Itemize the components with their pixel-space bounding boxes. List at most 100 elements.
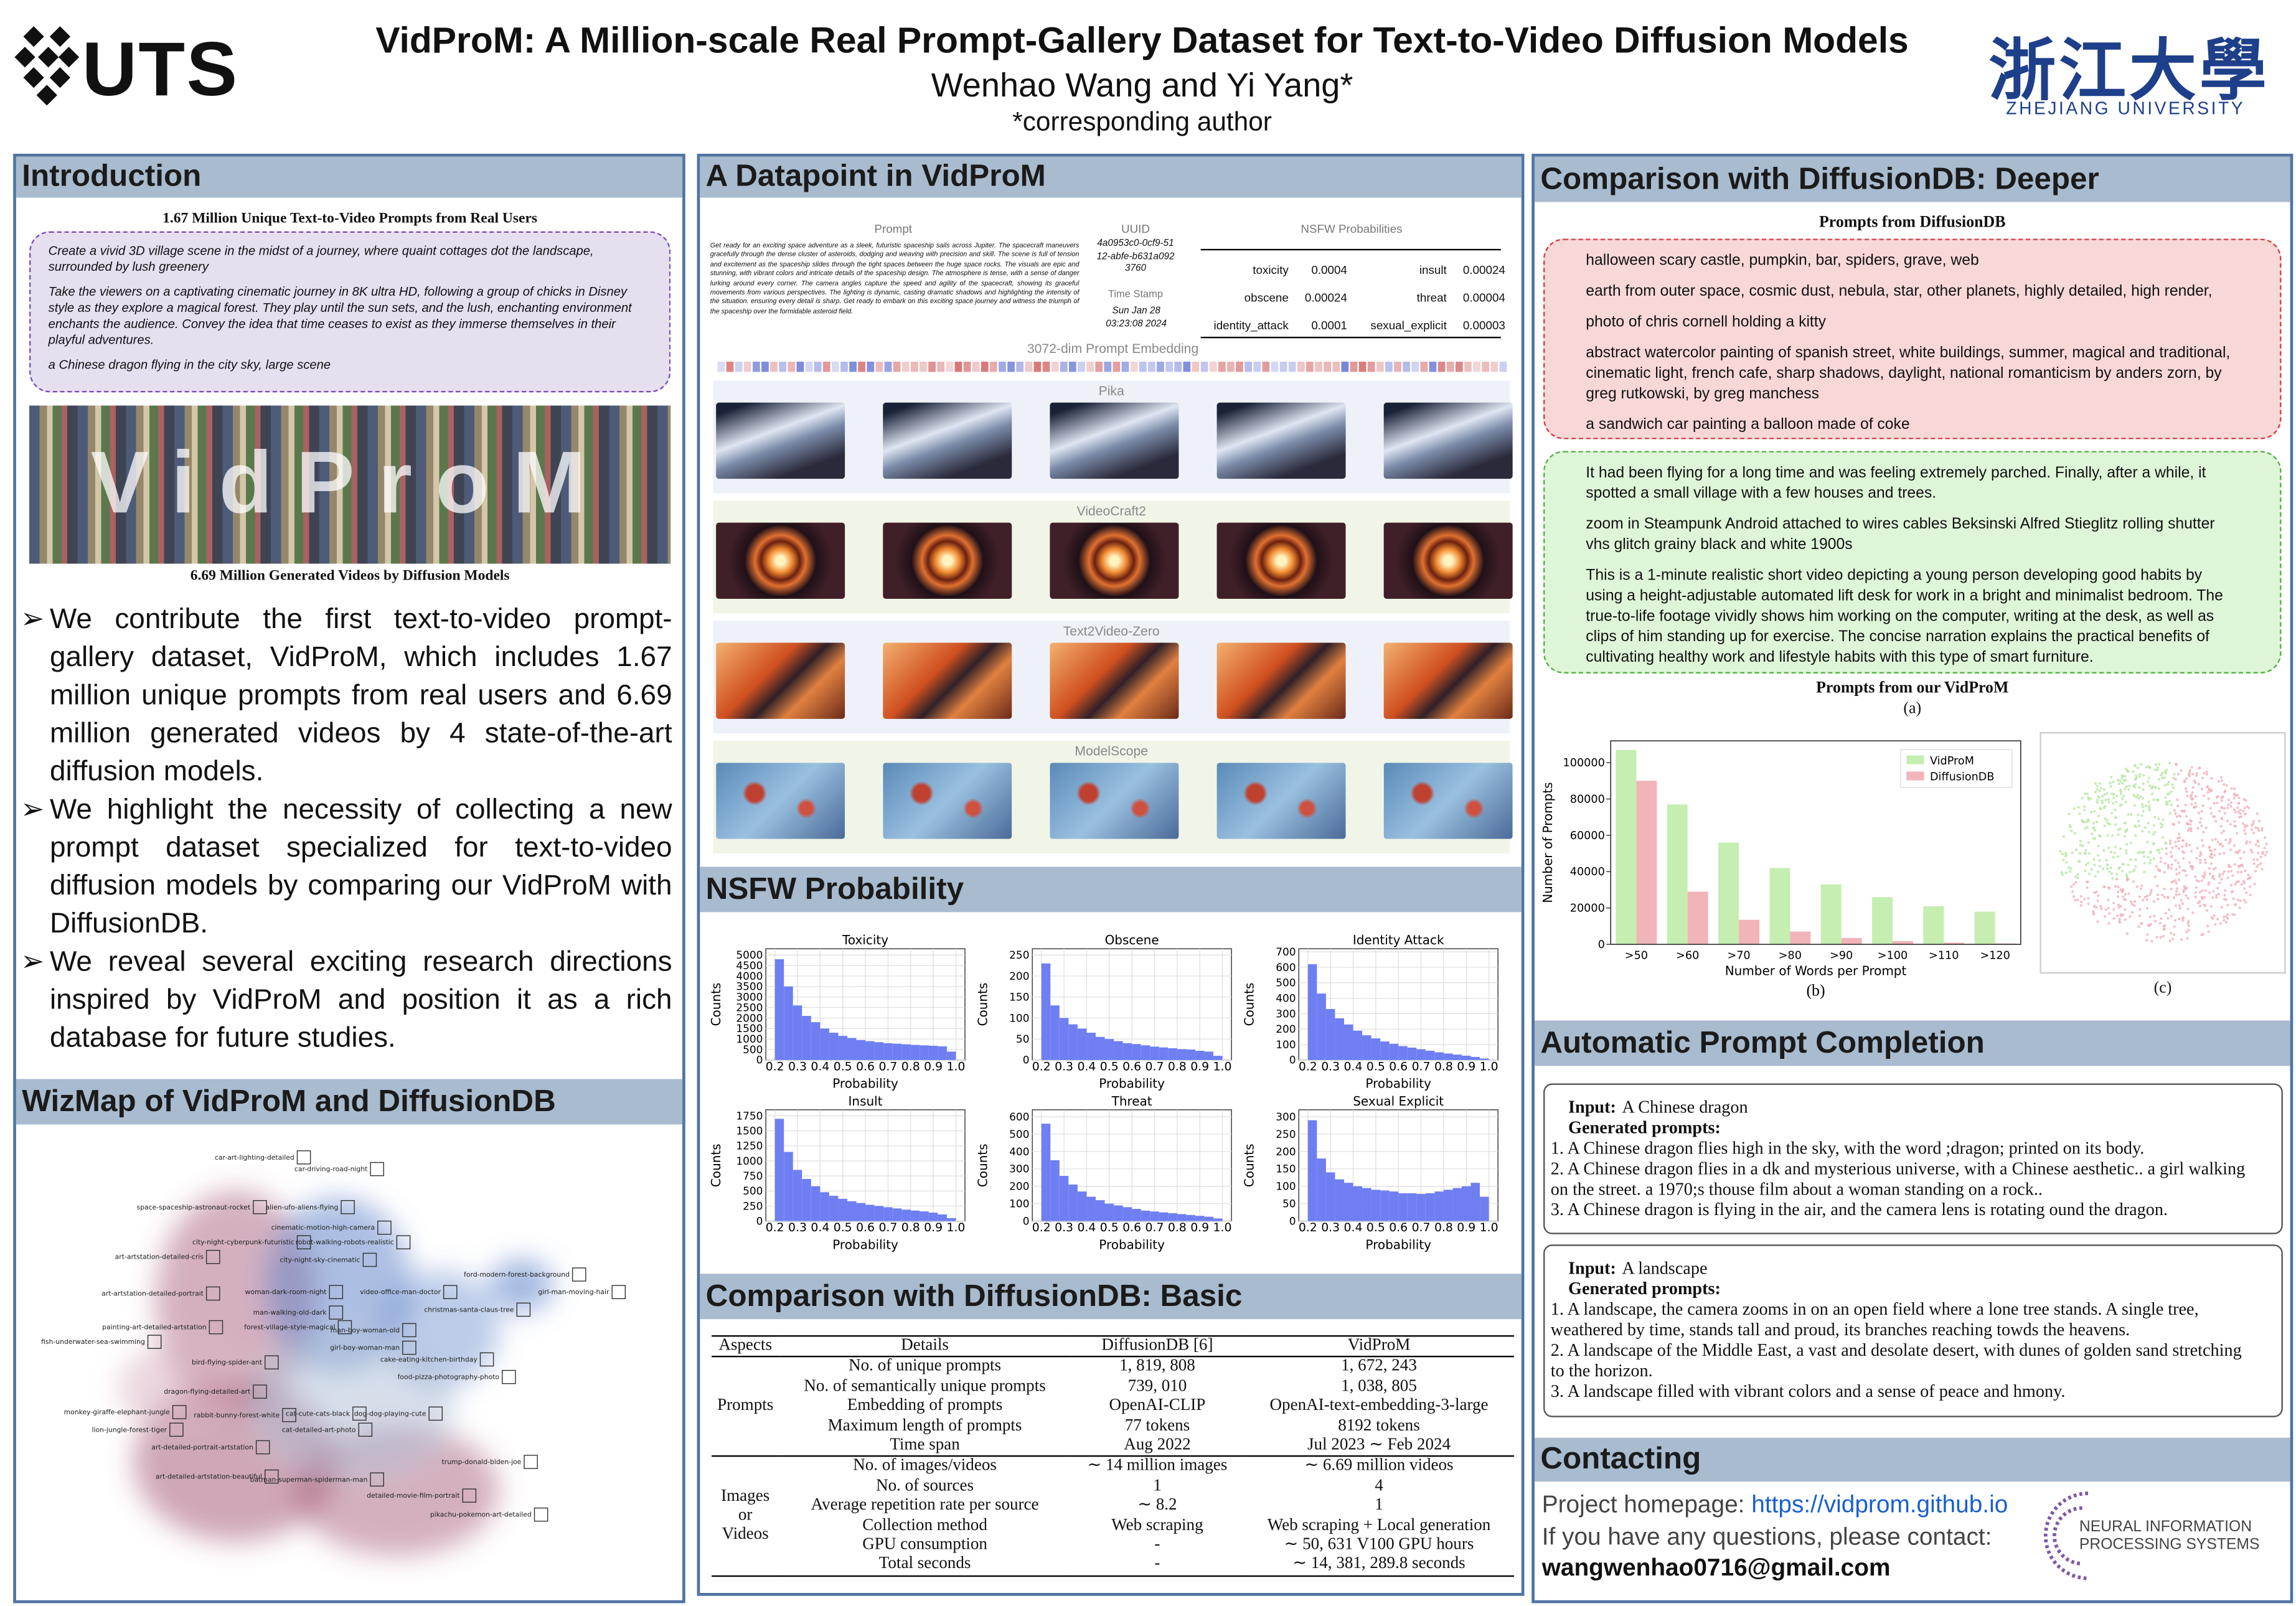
x-tick-label: 0.9	[1457, 1060, 1475, 1073]
embedding-dot	[2077, 805, 2080, 809]
bar	[1452, 1188, 1462, 1221]
bar	[811, 1186, 821, 1221]
embedding-dot	[2175, 887, 2178, 890]
embedding-dot	[2237, 880, 2241, 883]
embedding-dot	[2218, 881, 2221, 885]
embedding-dot	[2160, 774, 2163, 777]
embedding-dot	[2208, 855, 2212, 858]
embedding-dot	[2220, 799, 2224, 802]
embedding-dot	[2175, 845, 2178, 848]
embedding-dot	[2096, 788, 2099, 791]
embedding-cell	[1464, 361, 1472, 372]
embedding-dot	[2220, 831, 2223, 835]
embedding-dot	[2092, 910, 2095, 913]
embedding-dot	[2093, 863, 2096, 866]
cell: 1	[1375, 1496, 1383, 1514]
embedding-dot	[2175, 815, 2178, 818]
embedding-dot	[2185, 886, 2188, 890]
generated-prompt: 2. A landscape of the Middle East, a vas…	[1550, 1340, 2242, 1381]
embedding-dot	[2175, 890, 2178, 893]
figure-title: Prompts from DiffusionDB	[1819, 214, 2006, 232]
embedding-dot	[2210, 789, 2213, 792]
bar	[1195, 1216, 1205, 1221]
bar	[811, 1022, 821, 1060]
embedding-dot	[2178, 893, 2181, 896]
embedding-dot	[2189, 823, 2192, 826]
embedding-dot	[2178, 836, 2181, 839]
embedding-dot	[2196, 827, 2200, 830]
embedding-dot	[2180, 809, 2183, 812]
embedding-dot	[2201, 932, 2204, 936]
embedding-dot	[2242, 880, 2245, 883]
cluster-box	[255, 1440, 270, 1455]
comparison-table: Aspects Details DiffusionDB [6] VidProM Prom…	[712, 1335, 1515, 1577]
embedding-dot	[2068, 812, 2071, 816]
embedding-cell	[1200, 361, 1208, 372]
video-frame	[716, 642, 845, 719]
embedding-dot	[2152, 900, 2156, 903]
cell: ∼ 8.2	[1137, 1496, 1177, 1514]
embedding-dot	[2159, 857, 2163, 860]
embedding-dot	[2226, 913, 2229, 916]
bar	[1177, 1214, 1187, 1221]
embedding-dot	[2064, 852, 2067, 855]
embedding-dot	[2254, 826, 2257, 829]
embedding-dot	[2256, 827, 2259, 830]
video-frame	[883, 402, 1012, 479]
x-tick-label: 0.9	[1190, 1060, 1209, 1073]
embedding-dot	[2166, 792, 2170, 796]
embedding-dot	[2257, 829, 2261, 832]
embedding-dot	[2064, 853, 2068, 857]
embedding-dot	[2237, 810, 2240, 814]
embedding-dot	[2105, 858, 2108, 862]
embedding-dot	[2201, 838, 2204, 842]
embedding-dot	[2208, 787, 2211, 791]
embedding-dot	[2091, 832, 2094, 835]
embedding-dot	[2140, 884, 2143, 887]
embedding-dot	[2177, 878, 2181, 881]
embedding-dot	[2074, 898, 2077, 902]
embedding-dot	[2134, 778, 2137, 781]
embedding-dot	[2253, 883, 2256, 886]
embedding-dot	[2194, 795, 2198, 798]
header-cell: Details	[779, 1335, 1071, 1358]
embedding-dot	[2079, 904, 2082, 907]
video-frame	[883, 642, 1012, 719]
embedding-dot	[2175, 868, 2178, 871]
embedding-dot	[2074, 875, 2077, 878]
cluster-box	[479, 1352, 494, 1367]
y-tick-label: 0	[1023, 1214, 1030, 1227]
embedding-dot	[2139, 887, 2142, 890]
embedding-dot	[2205, 770, 2208, 774]
embedding-dot	[2209, 812, 2213, 815]
embedding-dot	[2186, 896, 2190, 900]
embedding-dot	[2121, 889, 2124, 892]
aspect-cell: Prompts	[717, 1397, 774, 1415]
embedding-dot	[2102, 885, 2105, 888]
tsne-plot	[2040, 732, 2286, 974]
embedding-cell	[779, 361, 787, 372]
x-tick-label: 0.5	[834, 1060, 852, 1073]
embedding-dot	[2197, 782, 2201, 786]
bar	[1132, 1044, 1141, 1060]
embedding-dot	[2152, 824, 2155, 827]
embedding-dot	[2244, 799, 2247, 802]
embedding-dot	[2191, 772, 2195, 776]
homepage-link[interactable]: https://vidprom.github.io	[1751, 1491, 2008, 1519]
embedding-dot	[2089, 810, 2093, 814]
embedding-cell	[1244, 361, 1252, 372]
video-frame	[1216, 763, 1346, 839]
bar	[874, 1206, 884, 1221]
x-tick-label: 0.3	[1055, 1221, 1073, 1234]
embedding-dot	[2201, 804, 2204, 807]
embedding-dot	[2116, 855, 2119, 858]
embedding-dot	[2145, 939, 2148, 942]
y-tick-label: 150	[1009, 991, 1029, 1003]
embedding-dot	[2119, 888, 2122, 891]
embedding-dot	[2124, 835, 2127, 838]
embedding-dot	[2223, 870, 2226, 873]
embedding-dot	[2203, 871, 2206, 874]
authors: Wenhao Wang and Yi Yang*	[931, 65, 1353, 104]
embedding-dot	[2152, 833, 2155, 836]
embedding-dot	[2183, 780, 2186, 784]
